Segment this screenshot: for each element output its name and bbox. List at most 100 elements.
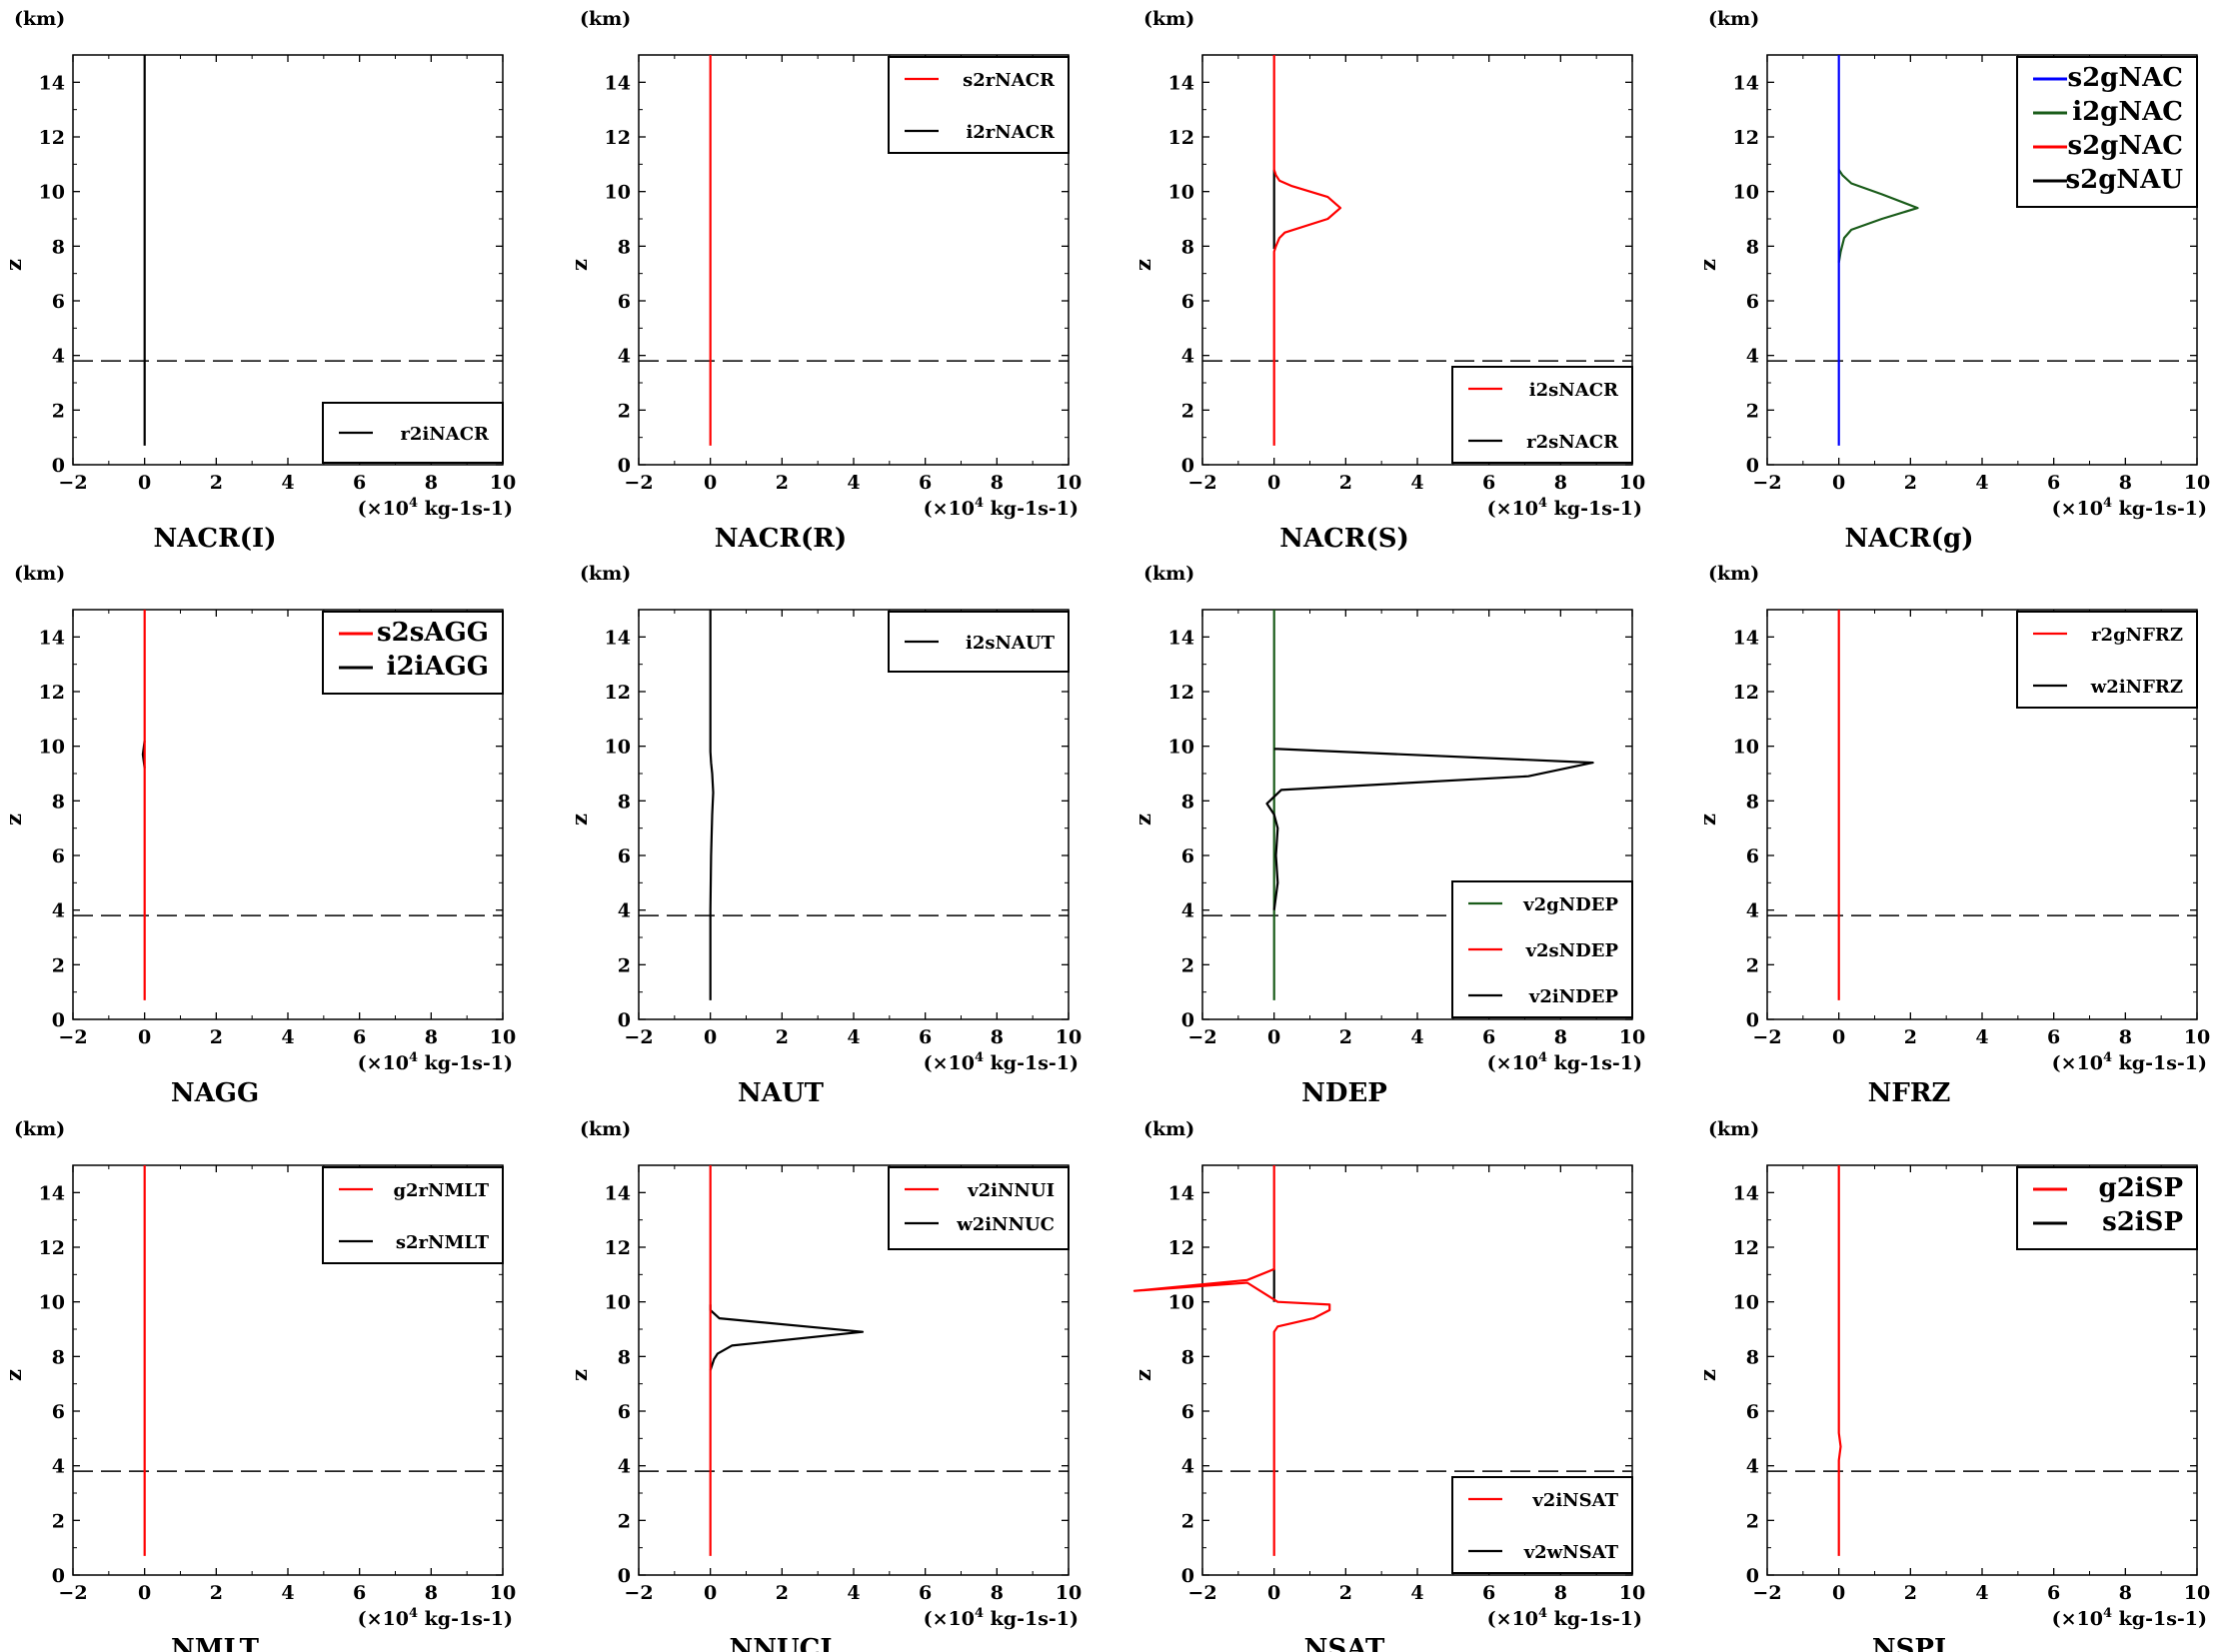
x-tick-label: 8: [425, 1026, 438, 1048]
legend-entry-label: v2iNDEP: [1528, 986, 1619, 1007]
y-axis-label: z: [567, 259, 592, 271]
y-tick-label: 14: [39, 1182, 65, 1204]
x-unit-label: (×104 kg-1s-1): [358, 496, 513, 520]
x-tick-label: 6: [353, 472, 366, 494]
x-tick-label: 8: [991, 1582, 1004, 1604]
legend-box: [888, 1166, 1070, 1250]
legend-entry-label: r2gNFRZ: [2091, 625, 2183, 646]
legend-entry-label: g2rNMLT: [393, 1180, 489, 1201]
series-line-i2gnac: [1837, 169, 1919, 263]
y-tick-label: 0: [618, 1009, 631, 1031]
y-tick-label: 6: [618, 845, 631, 867]
y-tick-label: 0: [1181, 455, 1194, 477]
y-tick-label: 6: [1181, 1401, 1194, 1423]
y-tick-label: 6: [1181, 845, 1194, 867]
x-tick-label: 2: [776, 1582, 789, 1604]
x-tick-label: 8: [2119, 1582, 2132, 1604]
x-tick-label: 2: [210, 1582, 223, 1604]
y-tick-label: 0: [618, 455, 631, 477]
x-tick-label: 8: [425, 1582, 438, 1604]
x-tick-label: 10: [1056, 1026, 1082, 1048]
y-tick-label: 14: [605, 1182, 631, 1204]
y-tick-label: 14: [1168, 1182, 1194, 1204]
y-tick-label: 2: [52, 954, 65, 976]
y-tick-label: 10: [605, 1292, 631, 1314]
y-tick-label: 6: [1746, 845, 1759, 867]
x-tick-label: 6: [353, 1582, 366, 1604]
x-tick-label: 6: [919, 1582, 932, 1604]
y-tick-label: 4: [52, 900, 65, 922]
y-unit-label: (km): [14, 563, 65, 585]
x-unit-label: (×104 kg-1s-1): [1487, 1606, 1642, 1630]
y-unit-label: (km): [1708, 8, 1759, 30]
y-tick-label: 6: [1746, 291, 1759, 313]
y-tick-label: 8: [618, 1346, 631, 1368]
y-tick-label: 10: [39, 1292, 65, 1314]
x-tick-label: 8: [991, 472, 1004, 494]
x-unit-label: (×104 kg-1s-1): [924, 496, 1079, 520]
y-tick-label: 10: [1733, 737, 1759, 759]
x-tick-label: −2: [624, 472, 653, 494]
x-tick-label: 4: [1975, 1582, 1988, 1604]
x-tick-label: 2: [210, 472, 223, 494]
y-tick-label: 4: [1746, 346, 1759, 368]
x-tick-label: 10: [490, 1582, 516, 1604]
y-tick-label: 8: [52, 1346, 65, 1368]
x-unit-label: (×104 kg-1s-1): [1487, 496, 1642, 520]
legend-entry-label: i2iAGG: [387, 652, 489, 682]
panel-title: NACR(g): [1844, 524, 1973, 554]
x-tick-label: 10: [2184, 1582, 2210, 1604]
x-tick-label: 4: [281, 1582, 294, 1604]
y-tick-label: 14: [1168, 72, 1194, 94]
legend-box: [2016, 1166, 2198, 1250]
y-tick-label: 6: [52, 291, 65, 313]
x-tick-label: 8: [1554, 1026, 1567, 1048]
x-tick-label: 10: [1619, 472, 1645, 494]
y-tick-label: 6: [618, 291, 631, 313]
y-tick-label: 12: [1168, 682, 1194, 704]
x-tick-label: 4: [847, 472, 860, 494]
y-tick-label: 8: [618, 791, 631, 813]
y-tick-label: 14: [1733, 72, 1759, 94]
y-tick-label: 14: [605, 627, 631, 649]
x-tick-label: −2: [1752, 1582, 1781, 1604]
y-tick-label: 12: [1733, 682, 1759, 704]
y-tick-label: 12: [39, 127, 65, 149]
legend-entry-label: v2gNDEP: [1522, 894, 1618, 915]
x-tick-label: 0: [138, 1582, 151, 1604]
y-tick-label: 2: [1181, 1510, 1194, 1532]
x-tick-label: 8: [2119, 472, 2132, 494]
y-unit-label: (km): [1143, 1118, 1194, 1140]
panel-title: NNUCI: [729, 1634, 832, 1652]
x-tick-label: 2: [1904, 1582, 1917, 1604]
y-axis-label: z: [1695, 259, 1720, 271]
x-tick-label: 10: [490, 472, 516, 494]
series-line-g2isp: [1837, 1165, 1842, 1556]
y-tick-label: 14: [1733, 1182, 1759, 1204]
y-tick-label: 6: [618, 1401, 631, 1423]
legend-entry-label: i2sNACR: [1529, 380, 1619, 401]
legend-entry-label: g2iSP: [2099, 1173, 2183, 1203]
x-tick-label: 10: [2184, 472, 2210, 494]
y-tick-label: 14: [39, 627, 65, 649]
x-tick-label: 8: [1554, 1582, 1567, 1604]
legend-entry-label: w2iNFRZ: [2090, 677, 2183, 698]
y-unit-label: (km): [580, 563, 631, 585]
y-tick-label: 12: [605, 1237, 631, 1259]
y-unit-label: (km): [14, 1118, 65, 1140]
legend-box: [1451, 366, 1633, 464]
y-axis-label: z: [567, 814, 592, 826]
y-tick-label: 8: [52, 791, 65, 813]
y-tick-label: 2: [52, 1510, 65, 1532]
y-tick-label: 8: [52, 236, 65, 258]
series-line-v2insat: [1132, 1165, 1331, 1556]
y-tick-label: 12: [1733, 1237, 1759, 1259]
x-tick-label: 0: [1832, 1026, 1845, 1048]
